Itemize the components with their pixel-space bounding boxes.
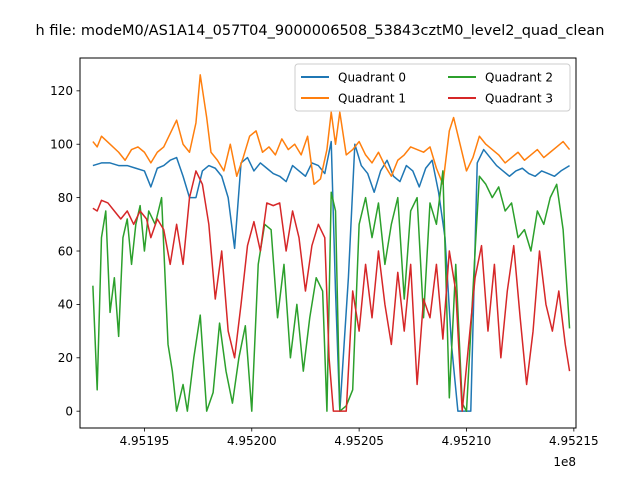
legend-label-quadrant-2: Quadrant 2 (485, 71, 553, 85)
y-tick-label: 100 (50, 138, 73, 152)
chart-title: h file: modeM0/AS1A14_057T04_9000006508_… (36, 23, 605, 39)
x-tick-label: 4.95195 (120, 434, 170, 448)
legend-box (294, 63, 571, 112)
series-line-quadrant-3 (92, 170, 571, 412)
legend-label-quadrant-3: Quadrant 3 (485, 92, 553, 106)
y-tick-label: 0 (65, 404, 73, 418)
legend-label-quadrant-1: Quadrant 1 (338, 92, 406, 106)
axis-ticks: 4.95195 4.95200 4.95205 4.95210 4.95215 0 20 40… (50, 84, 599, 448)
x-tick-label: 4.95215 (549, 434, 599, 448)
axes-frame (79, 57, 577, 429)
y-tick-label: 120 (50, 84, 73, 98)
legend-label-quadrant-0: Quadrant 0 (338, 71, 406, 85)
x-tick-label: 4.95210 (442, 434, 492, 448)
plot-area (92, 74, 571, 412)
y-tick-label: 20 (58, 351, 73, 365)
series-line-quadrant-0 (92, 140, 570, 412)
x-offset-label: 1e8 (553, 455, 576, 469)
x-tick-label: 4.95200 (227, 434, 277, 448)
y-tick-label: 80 (58, 191, 73, 205)
legend: Quadrant 0 Quadrant 1 Quadrant 2 Quadrant 3 (294, 63, 571, 112)
x-tick-label: 4.95205 (334, 434, 384, 448)
y-tick-label: 60 (58, 244, 73, 258)
series-line-quadrant-1 (92, 74, 571, 186)
series-line-quadrant-2 (92, 170, 571, 412)
y-tick-label: 40 (58, 298, 73, 312)
